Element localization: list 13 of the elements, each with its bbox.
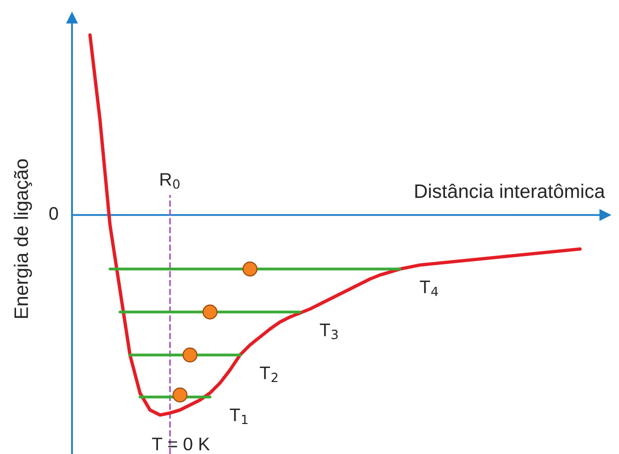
ref-line-label: 0 [49, 207, 58, 220]
series-label: T$_{2}$ [260, 366, 278, 382]
x-axis-title: Distância interatômica [415, 184, 606, 198]
annotation: R$_{0}$ [160, 173, 180, 189]
series-label: T$_{3}$ [320, 324, 338, 340]
series-label: T$_{1}$ [230, 408, 248, 424]
series-label: T$_{4}$ [420, 280, 438, 296]
y-axis-title: Energia de ligação [14, 159, 32, 318]
point [182, 348, 198, 362]
point [242, 262, 258, 276]
point [202, 304, 218, 320]
point [172, 388, 188, 402]
text: T = 0 K [152, 438, 210, 450]
